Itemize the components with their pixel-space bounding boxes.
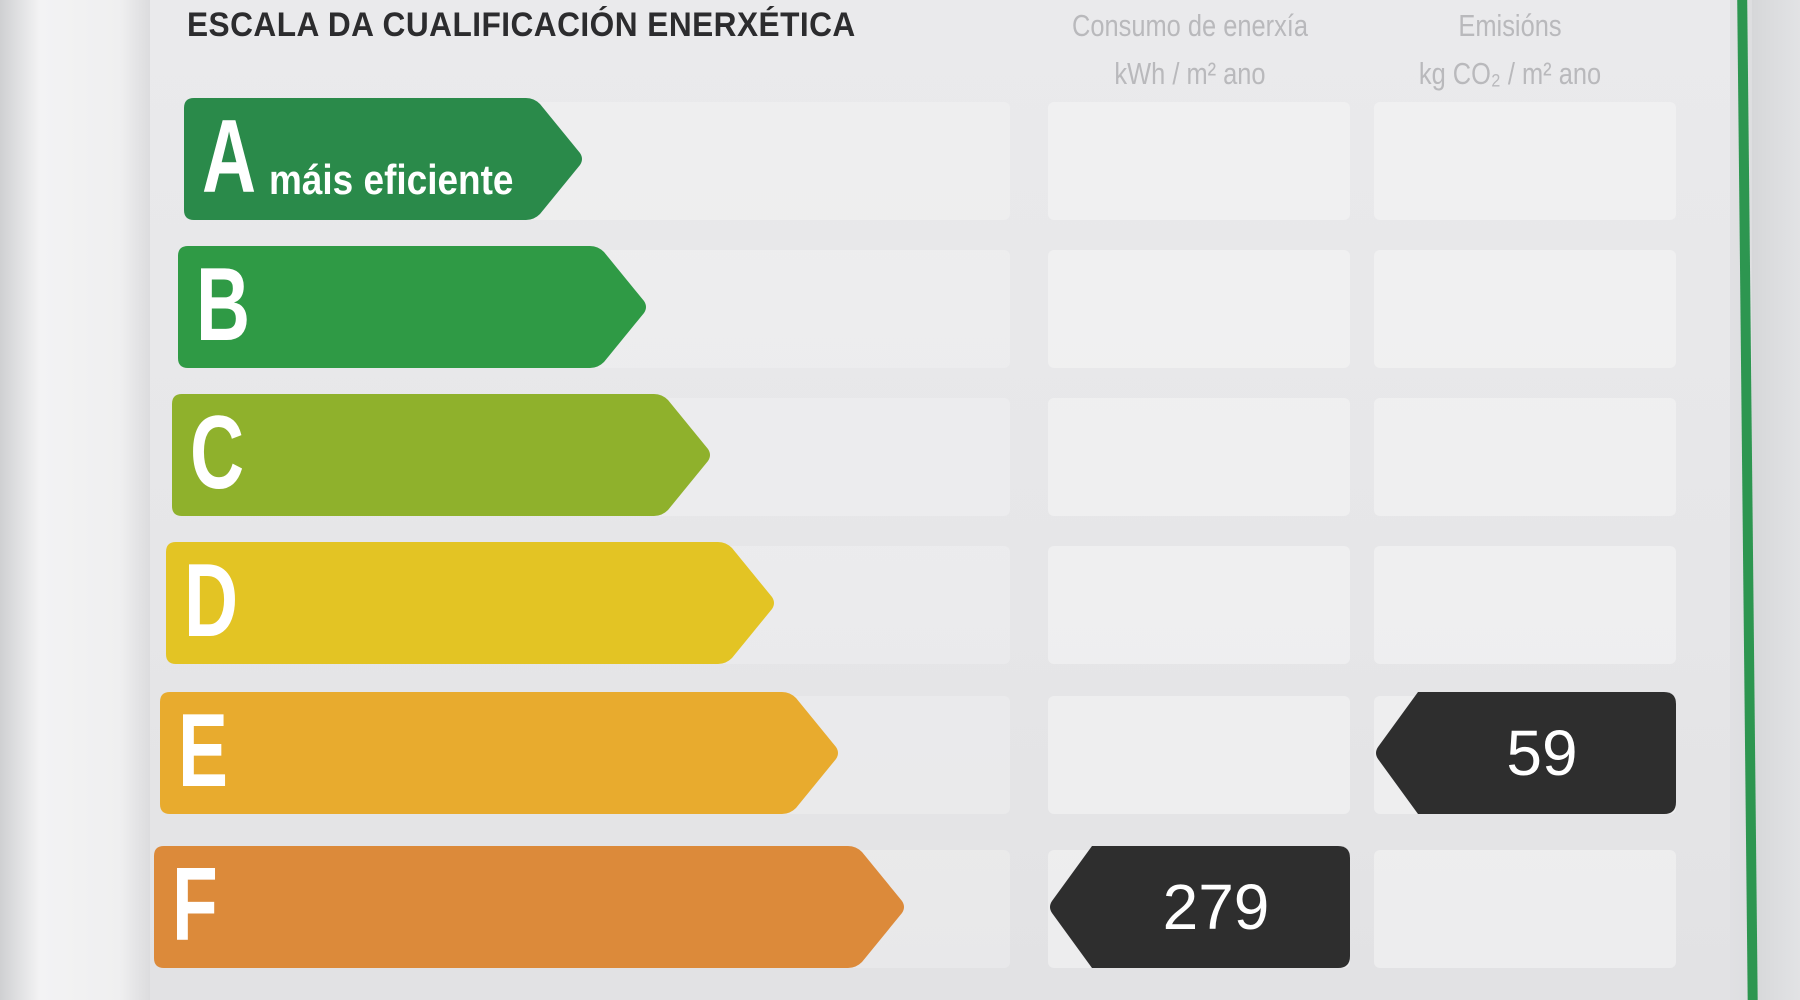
band-arrow-shape — [172, 394, 710, 516]
band-arrow-shape — [166, 542, 774, 664]
energy-band-e: E — [160, 692, 840, 814]
band-letter: B — [196, 247, 251, 363]
consumption-column-header: Consumo de enerxía kWh / m² ano — [1042, 2, 1337, 98]
band-arrow-path — [184, 98, 582, 220]
emissions-cell — [1374, 398, 1676, 516]
consumo-value: 279 — [1162, 871, 1270, 943]
band-arrow-path — [178, 246, 646, 368]
energy-band-d: D — [166, 542, 776, 664]
energy-band-f: F — [154, 846, 906, 968]
consumo-rating-tag: 279 — [1048, 846, 1350, 968]
band-letter: C — [190, 395, 245, 511]
consumption-label: Consumo de enerxía — [1072, 8, 1308, 43]
band-letter: E — [178, 693, 228, 809]
consumption-cell — [1048, 398, 1350, 516]
band-arrow-path — [154, 846, 904, 968]
emisions-value: 59 — [1506, 717, 1578, 789]
consumption-cell — [1048, 696, 1350, 814]
band-arrow-shape — [160, 692, 838, 814]
band-arrow-path — [166, 542, 774, 664]
energy-band-b: B — [178, 246, 648, 368]
emissions-cell — [1374, 850, 1676, 968]
rating-tag-arrow — [1376, 692, 1676, 814]
emissions-column-header: Emisións kg CO₂ / m² ano — [1371, 2, 1650, 98]
emissions-unit: kg CO₂ / m² ano — [1418, 56, 1602, 91]
page-margin — [0, 0, 150, 1000]
page-outside — [1752, 0, 1800, 1000]
consumption-cell — [1048, 546, 1350, 664]
band-arrow-shape — [178, 246, 646, 368]
band-arrow-shape — [184, 98, 582, 220]
consumption-cell — [1048, 102, 1350, 220]
consumption-unit: kWh / m² ano — [1114, 56, 1266, 91]
band-arrow-shape — [154, 846, 904, 968]
emissions-cell — [1374, 250, 1676, 368]
rating-tag-path — [1376, 692, 1676, 814]
band-letter: F — [172, 847, 218, 963]
emissions-cell — [1374, 546, 1676, 664]
emisions-rating-tag: 59 — [1374, 692, 1676, 814]
rating-tag-arrow — [1050, 846, 1350, 968]
emissions-label: Emisións — [1458, 8, 1562, 43]
band-letter: A — [202, 99, 257, 215]
label-title: ESCALA DA CUALIFICACIÓN ENERXÉTICA — [187, 6, 856, 44]
band-letter: D — [184, 543, 239, 659]
band-arrow-path — [160, 692, 838, 814]
band-arrow-path — [172, 394, 710, 516]
emissions-cell — [1374, 102, 1676, 220]
energy-band-c: C — [172, 394, 712, 516]
band-subtitle: máis eficiente — [269, 156, 514, 203]
rating-tag-path — [1050, 846, 1350, 968]
consumption-cell — [1048, 250, 1350, 368]
